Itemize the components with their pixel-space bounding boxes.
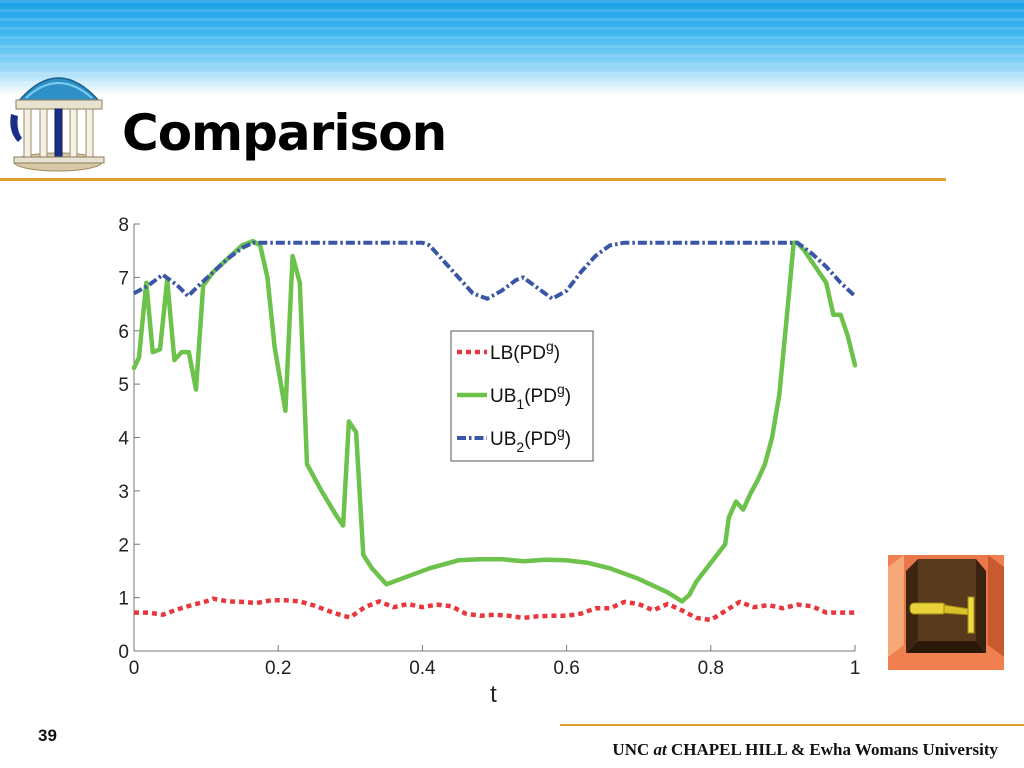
legend-label-base: UB [490,386,516,407]
chart-axes: 0 0.2 0.4 0.6 0.8 1 0 1 2 3 4 5 6 7 8 t [118,215,860,708]
legend-label-close: ) [565,429,571,450]
footer-text-italic: at [653,740,667,759]
x-tick-label: 0.4 [409,658,436,679]
legend-label-close: ) [565,386,571,407]
legend-label-rest: (PD [524,429,557,450]
legend-label-close: ) [554,343,560,364]
x-tick-label: 0.8 [698,658,724,679]
y-tick-label: 7 [118,268,129,289]
chart-legend: LB(PDg)UB1(PDg)UB2(PDg) [450,330,594,462]
legend-label-subscript: 2 [516,439,524,455]
x-tick-label: 0 [129,658,140,679]
legend-label-rest: (PD [524,386,557,407]
legend-label-1: LB(PDg) [490,338,560,364]
footer-text-pre: UNC [612,740,654,759]
legend-label-superscript: g [557,424,565,440]
y-tick-label: 4 [118,429,129,450]
y-tick-label: 5 [118,375,129,396]
legend-label-rest: (PD [513,343,546,364]
legend-label-base: UB [490,429,516,450]
y-tick-label: 3 [118,482,129,503]
footer-text-post: CHAPEL HILL & Ewha Womans University [666,740,998,759]
y-tick-label: 6 [118,322,129,343]
legend-label-3: UB2(PDg) [490,424,571,455]
y-tick-label: 8 [118,215,129,236]
old-well-logo-icon [10,77,105,172]
y-tick-label: 0 [118,642,129,663]
page-number: 39 [38,726,57,745]
x-axis-label: t [490,681,497,708]
legend-label-2: UB1(PDg) [490,381,571,412]
x-tick-label: 1 [850,658,861,679]
legend-label-superscript: g [546,338,554,354]
series-line-1 [134,596,855,623]
series-line-3 [133,240,857,301]
x-tick-label: 0.2 [265,658,291,679]
slide-title: Comparison [122,104,447,162]
legend-label-base: LB [490,343,513,364]
y-tick-label: 2 [118,535,129,556]
legend-label-subscript: 1 [516,396,524,412]
x-tick-label: 0.6 [553,658,579,679]
robot-in-channel-icon [888,555,1004,670]
title-divider [0,178,946,181]
footer-divider [560,724,1024,726]
chart-series [131,238,858,623]
footer-text: UNC at CHAPEL HILL & Ewha Womans Univers… [612,740,998,760]
legend-label-superscript: g [557,381,565,397]
y-tick-label: 1 [118,589,129,610]
header-band [0,0,1024,95]
